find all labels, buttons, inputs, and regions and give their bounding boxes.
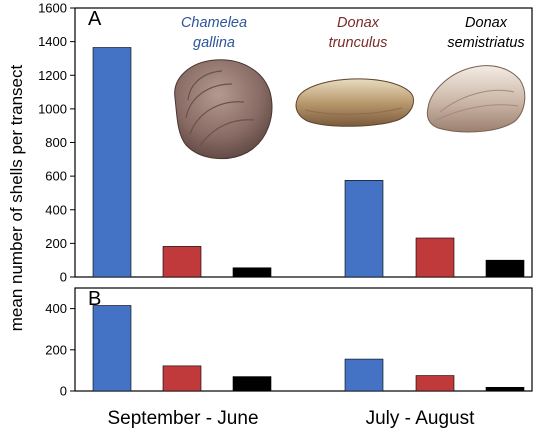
y-tick-label: 0	[60, 270, 67, 285]
panel-label-a: A	[88, 8, 102, 30]
y-tick-label: 800	[45, 135, 67, 150]
panel-a: 0 200 400 600 800 1000 1200 1400 1600	[38, 1, 533, 285]
y-tick-label: 200	[45, 236, 67, 251]
species-labels: Chamelea gallina Donax trunculus Donax semi…	[181, 15, 525, 51]
y-tick-label: 200	[45, 342, 67, 357]
panel-b: 0 200 400	[45, 287, 533, 399]
bar-donax-semistriatus-sep-jun	[232, 267, 272, 278]
category-label-september-june: September - June	[107, 408, 258, 429]
species-label-donax-trunculus: Donax trunculus	[329, 15, 388, 51]
y-tick-label: 400	[45, 301, 67, 316]
plot-frame	[74, 287, 533, 392]
bar-chamelea-gallina-jul-aug	[344, 180, 384, 278]
y-tick-label: 0	[60, 384, 67, 399]
y-tick-label: 1200	[38, 68, 67, 83]
y-tick-label: 1000	[38, 101, 67, 116]
y-tick-label: 1400	[38, 34, 67, 49]
y-tick-label: 400	[45, 202, 67, 217]
plot-area: 0 200 400 600 800 1000 1200 1400 1600 0 200 400	[38, 1, 533, 399]
y-axis-label: mean number of shells per transect	[7, 64, 26, 331]
bar-chamelea-gallina-jul-aug	[344, 358, 384, 392]
bar-donax-semistriatus-jul-aug	[485, 259, 525, 278]
bar-donax-trunculus-jul-aug	[415, 375, 455, 392]
bar-donax-semistriatus-jul-aug	[485, 386, 525, 392]
bar-donax-trunculus-sep-jun	[162, 365, 202, 392]
bar-donax-trunculus-jul-aug	[415, 237, 455, 278]
species-label-chamelea-gallina: Chamelea gallina	[181, 15, 247, 51]
species-label-donax-semistriatus: Donax semistriatus	[447, 15, 524, 51]
y-tick-label: 600	[45, 169, 67, 184]
species-label-line1: Chamelea	[181, 15, 247, 31]
donax-semistriatus-shell-image	[426, 65, 526, 133]
donax-trunculus-shell-image	[295, 78, 414, 127]
species-label-line2: semistriatus	[447, 35, 524, 51]
panel-label-b: B	[88, 288, 101, 310]
species-label-line2: gallina	[193, 35, 235, 51]
bar-chamelea-gallina-sep-jun	[92, 47, 132, 278]
species-label-line1: Donax	[337, 15, 380, 31]
species-label-line1: Donax	[465, 15, 508, 31]
y-tick-label: 1600	[38, 1, 67, 16]
category-label-july-august: July - August	[366, 408, 475, 429]
chamelea-gallina-shell-image	[174, 59, 273, 160]
species-label-line2: trunculus	[329, 35, 388, 51]
bar-donax-semistriatus-sep-jun	[232, 376, 272, 392]
bar-donax-trunculus-sep-jun	[162, 246, 202, 278]
bar-chamelea-gallina-sep-jun	[92, 305, 132, 392]
